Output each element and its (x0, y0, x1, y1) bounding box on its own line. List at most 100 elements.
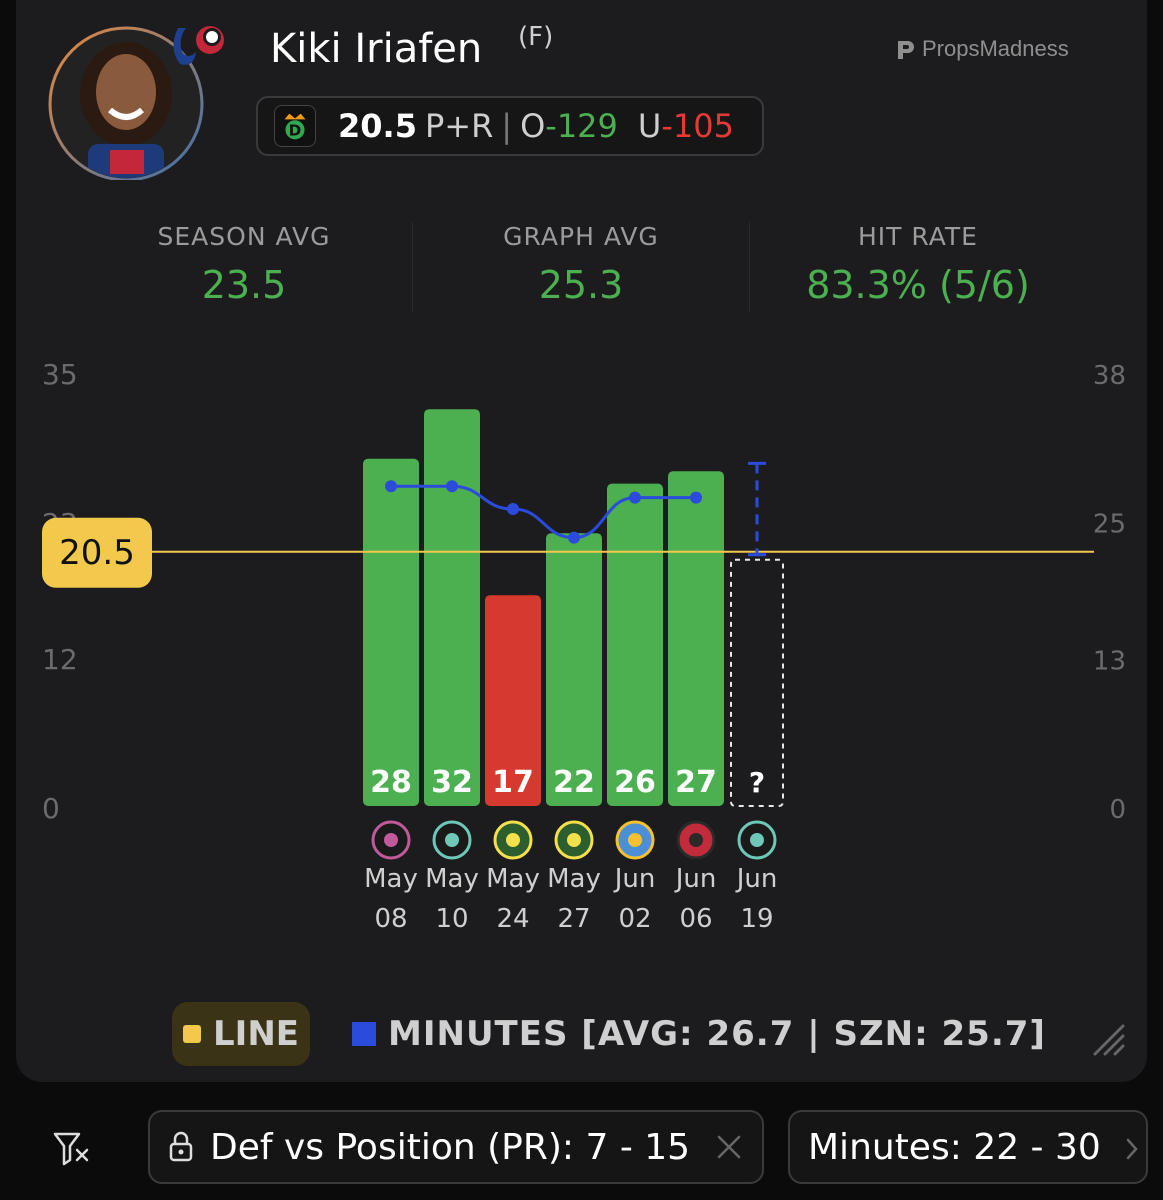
stats-row: SEASON AVG 23.5 GRAPH AVG 25.3 HIT RATE … (76, 222, 1086, 312)
draftkings-logo-icon: D (274, 105, 316, 147)
bar-value-label: 32 (431, 765, 473, 800)
right-axis-tick-label: 0 (1109, 795, 1126, 825)
right-axis-tick-label: 38 (1093, 361, 1126, 391)
over-odds: -129 (545, 107, 618, 145)
minutes-point (629, 491, 641, 504)
prop-market: P+R (424, 107, 494, 145)
chart-bar (485, 595, 541, 806)
game-date-month: May (547, 864, 601, 894)
chicago-sky-logo-icon (615, 820, 655, 860)
legend-line-label: LINE (213, 1014, 299, 1054)
right-axis-tick-label: 13 (1093, 647, 1126, 677)
chart-bar (668, 471, 724, 806)
brand-name: PropsMadness (922, 36, 1069, 61)
season-avg-label: SEASON AVG (157, 222, 331, 251)
player-avatar (48, 14, 206, 180)
brand-logo: PropsMadness (896, 36, 1069, 62)
bar-value-label: 22 (553, 765, 595, 800)
atlanta-dream-logo-icon (676, 820, 716, 860)
upcoming-bar-outline (730, 558, 784, 807)
team-logo-icon (173, 26, 224, 65)
prop-line-badge (42, 517, 152, 588)
def-vs-position-filter-chip[interactable]: Def vs Position (PR): 7 - 15 (148, 1110, 764, 1184)
graph-avg-stat: GRAPH AVG 25.3 (412, 222, 749, 312)
def-vs-position-filter-label: Def vs Position (PR): 7 - 15 (210, 1126, 691, 1168)
minutes-swatch-icon (352, 1022, 376, 1046)
odds-divider: | (501, 107, 513, 145)
new-york-liberty-logo-icon (432, 820, 472, 860)
chart-bar (546, 533, 602, 806)
minutes-filter-label: Minutes: 22 - 30 (808, 1126, 1101, 1168)
game-date-month: May (364, 864, 418, 894)
game-date-month: Jun (735, 864, 778, 894)
under-odds: -105 (661, 107, 734, 145)
game-date-day: 27 (557, 904, 590, 934)
chart-bar (607, 483, 663, 806)
team-logo-mark (445, 833, 459, 847)
close-icon[interactable] (714, 1132, 744, 1162)
bar-value-label: 28 (370, 765, 412, 800)
team-logo-mark (628, 833, 642, 847)
toronto-tempo-logo-icon (371, 820, 411, 860)
chart-legend: LINE MINUTES [AVG: 26.7 | SZN: 25.7] (172, 1002, 1046, 1066)
upcoming-bar-label: ? (749, 766, 765, 799)
hit-rate-label: HIT RATE (858, 222, 978, 251)
propsmadness-logo-icon (898, 41, 914, 59)
team-logo-mark (567, 833, 581, 847)
graph-avg-label: GRAPH AVG (503, 222, 659, 251)
lock-icon (169, 1131, 193, 1162)
player-position: (F) (518, 22, 554, 52)
game-date-month: Jun (613, 864, 656, 894)
left-axis-tick-label: 0 (42, 792, 60, 825)
bar-value-label: 26 (614, 765, 656, 800)
game-date-month: May (425, 864, 479, 894)
chart-bar (424, 409, 480, 806)
game-date-day: 08 (374, 904, 407, 934)
filter-bar: Def vs Position (PR): 7 - 15 Minutes: 22… (0, 1100, 1163, 1200)
left-axis-tick-label: 12 (42, 643, 78, 676)
bar-value-label: 17 (492, 765, 534, 800)
chevron-right-icon[interactable] (1124, 1134, 1140, 1164)
seattle-storm-logo-icon (493, 820, 533, 860)
minutes-point (507, 503, 519, 516)
game-date-day: 24 (496, 904, 529, 934)
team-logo-mark (506, 833, 520, 847)
player-name: Kiki Iriafen (270, 26, 483, 72)
season-avg-value: 23.5 (201, 263, 287, 307)
prop-odds-box[interactable]: D 20.5 P+R | O -129 U -105 (256, 96, 764, 156)
minutes-point (690, 491, 702, 504)
season-avg-stat: SEASON AVG 23.5 (76, 222, 412, 312)
minutes-point (446, 480, 458, 493)
right-axis-tick-label: 25 (1093, 509, 1126, 539)
svg-text:D: D (289, 122, 302, 140)
prop-line: 20.5 (338, 107, 417, 145)
bar-value-label: 27 (675, 765, 717, 800)
game-date-month: Jun (674, 864, 717, 894)
new-york-liberty-logo-icon (737, 820, 777, 860)
under-label: U (637, 107, 662, 145)
prop-bar-chart: 01223350132538283217222627?20.5May08May1… (42, 358, 1126, 934)
game-date-day: 19 (740, 904, 773, 934)
hit-rate-stat: HIT RATE 83.3% (5/6) (749, 222, 1086, 312)
hit-rate-value: 83.3% (5/6) (806, 263, 1030, 307)
game-date-month: May (486, 864, 540, 894)
team-logo-mark (689, 833, 703, 847)
game-date-day: 02 (618, 904, 651, 934)
resize-handle-icon[interactable] (1091, 1022, 1125, 1056)
over-label: O (520, 107, 546, 145)
minutes-point (385, 480, 397, 493)
team-logo-mark (750, 833, 764, 847)
line-swatch-icon (183, 1025, 201, 1043)
seattle-storm-logo-icon (554, 820, 594, 860)
game-date-day: 06 (679, 904, 712, 934)
game-date-day: 10 (435, 904, 468, 934)
filter-clear-icon[interactable] (52, 1130, 92, 1166)
minutes-point (568, 531, 580, 544)
team-logo-mark (384, 833, 398, 847)
graph-avg-value: 25.3 (538, 263, 624, 307)
legend-line-toggle[interactable]: LINE (172, 1002, 310, 1066)
chart-bar (363, 458, 419, 806)
prop-line-badge-label: 20.5 (59, 533, 135, 573)
minutes-filter-chip[interactable]: Minutes: 22 - 30 (788, 1110, 1148, 1184)
legend-minutes-toggle[interactable]: MINUTES [AVG: 26.7 | SZN: 25.7] (352, 1014, 1046, 1054)
